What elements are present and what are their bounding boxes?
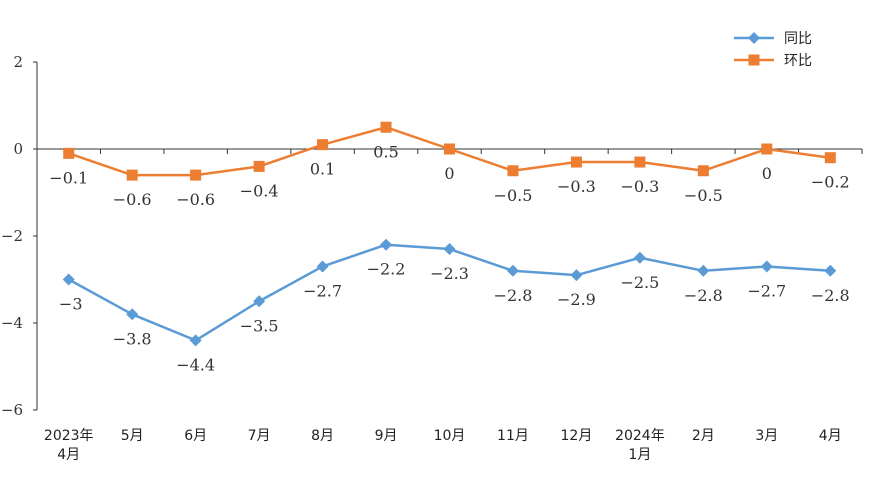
x-tick-label: 2023年 <box>44 428 94 444</box>
data-point-marker <box>316 260 329 273</box>
data-point-marker <box>824 152 836 164</box>
legend-label: 同比 <box>784 31 812 47</box>
data-point-marker <box>380 121 392 133</box>
data-point-marker <box>443 243 456 256</box>
y-tick-label: 0 <box>13 140 23 158</box>
x-tick-label: 2月 <box>692 428 715 444</box>
data-label: −0.4 <box>240 181 279 200</box>
series-layer <box>62 121 837 347</box>
x-tick-label: 5月 <box>121 428 144 444</box>
data-point-marker <box>189 334 202 347</box>
data-point-marker <box>253 160 265 172</box>
x-tick-label: 4月 <box>57 447 80 463</box>
x-tick-label: 6月 <box>184 428 207 444</box>
data-label: −0.6 <box>113 190 152 209</box>
data-label: −4.4 <box>176 355 215 374</box>
data-point-marker <box>760 260 773 273</box>
data-point-marker <box>633 251 646 264</box>
legend-label: 环比 <box>784 53 812 69</box>
legend-diamond-marker <box>748 32 760 44</box>
data-label: 0 <box>444 164 454 183</box>
data-label: −2.5 <box>620 273 659 292</box>
data-label: −0.3 <box>620 177 659 196</box>
data-point-marker <box>507 165 519 177</box>
data-label: −2.8 <box>684 286 723 305</box>
data-label: −0.1 <box>49 168 88 187</box>
y-tick-label: 2 <box>13 53 23 71</box>
data-label: −2.9 <box>557 290 596 309</box>
data-labels: −3 −3.8 −4.4 −3.5 −2.7 −2.2 −2.3 −2.8 −2.9 −2.5 −2… <box>49 142 849 374</box>
data-point-marker <box>63 147 75 159</box>
x-tick-label: 2024年 <box>615 428 665 444</box>
x-tick-label: 10月 <box>434 428 466 444</box>
data-point-marker <box>697 264 710 277</box>
data-label: −3 <box>59 295 83 314</box>
data-label: −3.8 <box>113 329 152 348</box>
data-label: −2.7 <box>303 281 342 300</box>
x-tick-label: 11月 <box>497 428 529 444</box>
data-point-marker <box>570 269 583 282</box>
x-tick-label: 9月 <box>375 428 398 444</box>
data-point-marker <box>634 156 646 168</box>
data-label: 0.5 <box>373 142 398 161</box>
data-point-marker <box>824 264 837 277</box>
data-label: −0.3 <box>557 177 596 196</box>
x-tick-label: 7月 <box>248 428 271 444</box>
data-point-marker <box>570 156 582 168</box>
data-label: 0.1 <box>310 160 335 179</box>
data-label: −2.8 <box>811 286 850 305</box>
x-tick-label: 1月 <box>628 447 651 463</box>
data-label: −0.6 <box>176 190 215 209</box>
x-tick-label: 12月 <box>561 428 593 444</box>
data-point-marker <box>126 308 139 321</box>
legend-square-marker <box>748 54 760 66</box>
data-point-marker <box>126 169 138 181</box>
axes: 2 0 −2 −4 −6 2023年 4月 5月 6月 7月 8月 9月 10月 11月 12月 2024年 1… <box>1 53 863 463</box>
data-point-marker <box>62 273 75 286</box>
y-tick-label: −6 <box>1 401 23 419</box>
data-point-marker <box>190 169 202 181</box>
data-label: −3.5 <box>240 316 279 335</box>
data-label: −2.2 <box>367 260 406 279</box>
data-point-marker <box>317 139 329 151</box>
data-point-marker <box>697 165 709 177</box>
data-point-marker <box>253 295 266 308</box>
x-tick-label: 4月 <box>819 428 842 444</box>
data-label: −2.3 <box>430 264 469 283</box>
data-point-marker <box>506 264 519 277</box>
y-tick-label: −2 <box>1 227 23 245</box>
data-point-marker <box>380 238 393 251</box>
data-point-marker <box>761 143 773 155</box>
data-label: 0 <box>762 164 772 183</box>
y-tick-label: −4 <box>1 314 23 332</box>
data-point-marker <box>444 143 455 155</box>
data-label: −2.8 <box>494 286 533 305</box>
data-label: −0.5 <box>494 186 533 205</box>
data-label: −0.5 <box>684 186 723 205</box>
x-tick-label: 3月 <box>755 428 778 444</box>
data-label: −2.7 <box>747 281 786 300</box>
x-tick-label: 8月 <box>311 428 334 444</box>
data-label: −0.2 <box>811 173 850 192</box>
